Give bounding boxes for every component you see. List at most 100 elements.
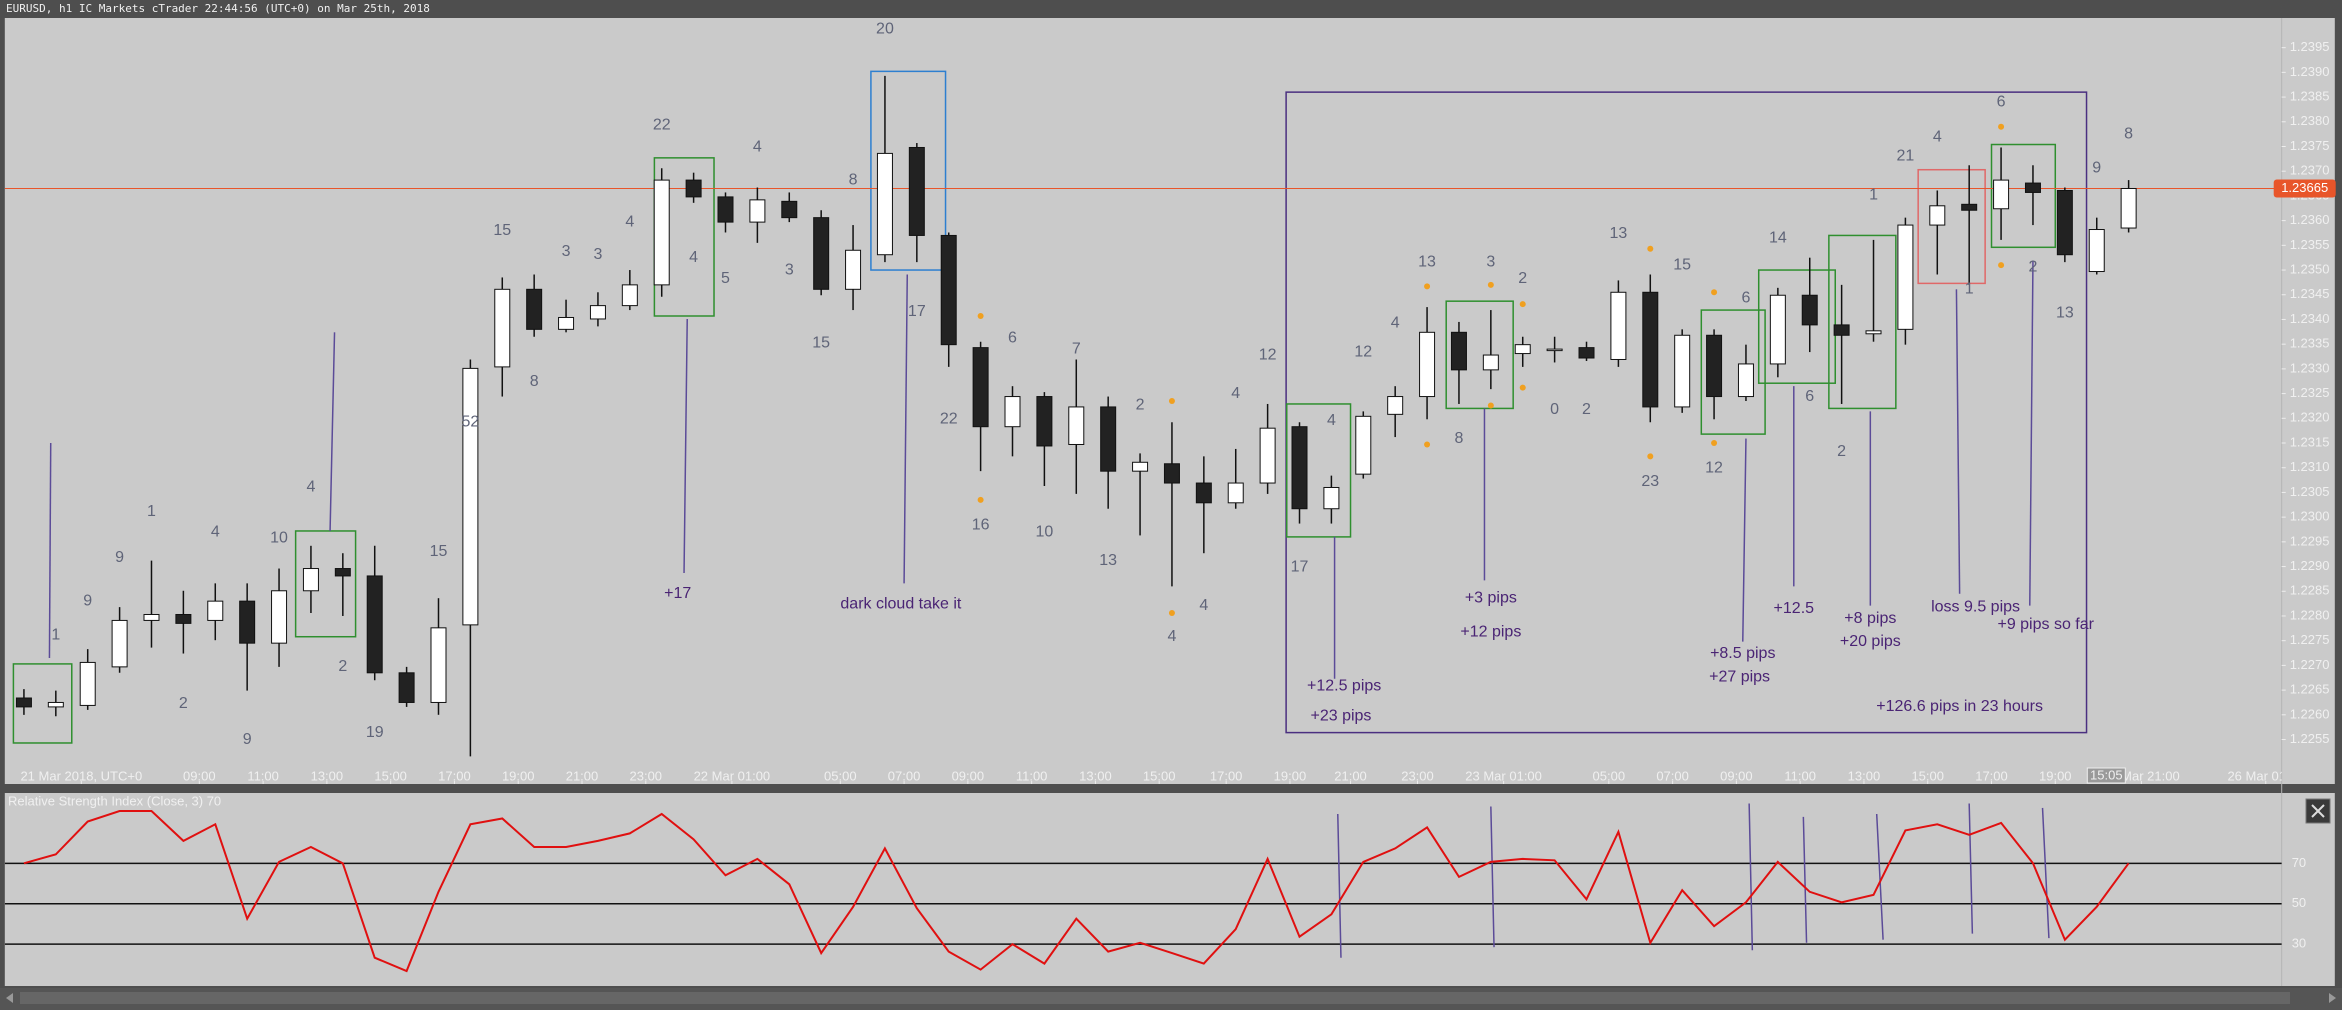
candle-body [2088,229,2105,273]
scroll-thumb[interactable] [20,992,2290,1004]
pip-label: 2 [2029,258,2038,275]
fractal-dot [1647,453,1654,460]
pip-label: 2 [179,695,188,712]
fractal-dot [1711,440,1718,447]
fractal-dot [977,496,984,503]
fractal-dot [1168,610,1175,617]
x-tick-label: 19:00 [1274,768,1307,783]
pip-label: 5 [721,270,730,287]
trend-line [2041,807,2050,939]
scroll-right[interactable] [2329,993,2336,1003]
trend-line [48,443,52,658]
x-tick-label: 15:00 [1143,768,1176,783]
trend-line [1955,289,1961,594]
fractal-dot [1168,398,1175,404]
y-tick-label: 1.2280 [2290,607,2330,622]
fractal-dot [1487,402,1494,409]
candle-body [1227,482,1244,504]
fractal-dot [1424,283,1431,290]
x-tick-label: 05:00 [1593,768,1626,783]
note: +126.6 pips in 23 hours [1876,698,2043,715]
candle-body [621,284,638,307]
x-tick-label: 13:00 [1848,768,1881,783]
pip-label: 8 [2124,125,2133,142]
candle-body [972,347,989,428]
note: +12.5 pips [1307,677,1381,694]
pip-label: 2 [338,658,347,675]
annotation-box [870,70,947,271]
y-tick-label: 1.2345 [2290,286,2330,301]
rsi-plot [4,803,2282,973]
x-tick-label: 07:00 [888,768,921,783]
pip-label: 15 [430,543,448,560]
y-tick-label: 1.2295 [2290,533,2330,548]
note: dark cloud take it [840,595,962,612]
pip-label: 13 [1418,253,1436,270]
x-tick-label: 26 Mar 01:00 [2227,768,2304,783]
pip-label: 0 [1550,401,1559,418]
candle-body [1132,461,1149,472]
candle-body [749,199,766,223]
annotation-box [1990,143,2057,249]
close-icon[interactable] [2311,804,2325,818]
x-tick-label: 09:00 [1720,768,1753,783]
candle-body [558,316,575,330]
candle-body [1993,179,2010,210]
candle-body [462,367,479,626]
note: loss 9.5 pips [1931,598,2020,615]
pip-label: 1 [147,503,156,520]
close-button[interactable] [2305,798,2331,824]
x-tick-label: 11:00 [247,768,279,783]
pip-label: 20 [876,21,894,38]
y-tick-label: 1.2255 [2290,731,2330,746]
pip-label: 19 [366,724,384,741]
pip-label: 21 [1897,148,1915,165]
y-tick-label: 1.2260 [2290,706,2330,721]
candle-body [1163,463,1180,484]
y-tick-label: 1.2335 [2290,336,2330,351]
time-marker-box [2086,767,2126,784]
trend-line [2029,260,2034,606]
candle-body [2024,182,2041,193]
pip-label: 3 [1486,253,1495,270]
candle-body [1259,427,1276,484]
note: +27 pips [1709,668,1770,685]
x-tick-label: 09:00 [183,768,216,783]
candle-body [781,200,798,219]
candle-body [526,288,543,330]
candle-body [1642,291,1659,408]
candle-body [207,600,224,621]
pip-label: 12 [1259,346,1277,363]
y-tick-label: 1.2375 [2290,138,2330,153]
scrollbar[interactable] [0,988,2342,1010]
x-tick-label: 23 Mar 01:00 [1465,768,1542,783]
fractal-dot [1487,281,1494,288]
price-axis: 1.2255 1.2260 1.2265 1.2270 1.2275 1.2280 1.22… [2273,39,2336,746]
annotation-box [1828,234,1897,410]
window-title: EURUSD, h1 IC Markets cTrader 22:44:56 (… [6,2,430,15]
candle-body [813,217,830,290]
fractal-dot [1998,262,2005,269]
candle-body [1419,331,1436,398]
x-tick-label: 21:00 [1334,768,1367,783]
candle-body [1323,486,1340,510]
scroll-left[interactable] [6,993,13,1003]
candle-body [47,701,64,708]
x-tick-label: 13:00 [311,768,344,783]
x-tick-label: 07:00 [1656,768,1689,783]
candle-body [175,613,192,624]
pip-label: 2 [1837,443,1846,460]
trend-line [329,332,336,531]
candle-body [1355,415,1372,475]
pip-label: 16 [972,516,990,533]
pip-label: 14 [1769,230,1787,247]
candle-body [1482,354,1499,371]
y-tick-label: 1.2340 [2290,311,2330,326]
candle-body [143,613,160,621]
x-tick-label: 19:00 [502,768,535,783]
pip-label: 4 [753,139,762,156]
pip-label: 4 [689,249,698,266]
fractal-dot [977,312,984,319]
y-tick-label: 1.2325 [2290,385,2330,400]
